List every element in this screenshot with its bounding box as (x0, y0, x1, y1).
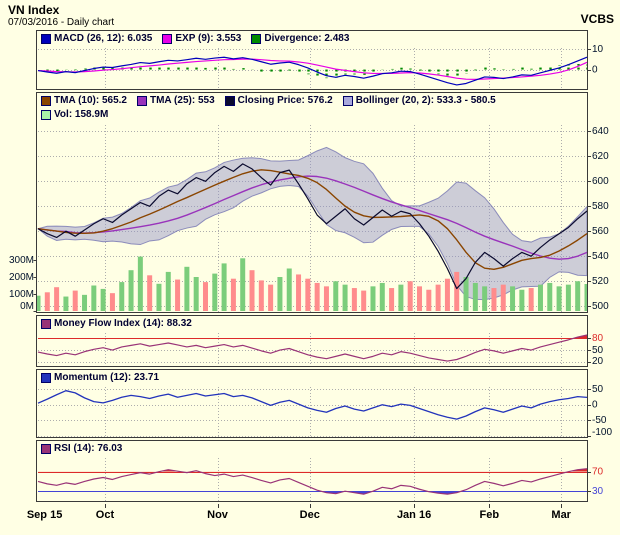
momentum-swatch-icon (41, 372, 51, 383)
legend-label: Momentum (12): 23.71 (54, 372, 160, 383)
x-axis-tick (218, 504, 219, 508)
rsi-plot-canvas (0, 440, 620, 502)
x-axis-tick (489, 504, 490, 508)
x-axis-label: Jan 16 (396, 509, 432, 521)
legend-label: TMA (25): 553 (149, 95, 215, 106)
x-axis-label: Feb (479, 509, 500, 521)
exp-swatch-icon (162, 33, 173, 44)
x-axis-tick (105, 504, 106, 508)
price-legend-row: Vol: 158.9M (41, 108, 108, 121)
legend-item-momentum: Momentum (12): 23.71 (41, 372, 159, 383)
legend-label: TMA (10): 565.2 (54, 95, 127, 106)
legend-item-tma10: TMA (10): 565.2 (41, 95, 127, 106)
price-plot-canvas (0, 92, 620, 313)
price-legend-row: TMA (10): 565.2 TMA (25): 553 Closing Pric… (41, 94, 496, 107)
rsi-panel: RSI (14): 76.03 (0, 440, 620, 502)
legend-label: RSI (14): 76.03 (54, 443, 123, 454)
legend-item-close: Closing Price: 576.2 (224, 95, 333, 106)
macd-legend-row: MACD (26, 12): 6.035 EXP (9): 3.553 Diverg… (41, 32, 349, 45)
mfi-plot-canvas (0, 315, 620, 367)
tma25-swatch-icon (136, 95, 147, 106)
rsi-legend-row: RSI (14): 76.03 (41, 442, 122, 455)
legend-label: Divergence: 2.483 (264, 33, 350, 44)
x-axis-tick (561, 504, 562, 508)
tma10-swatch-icon (41, 95, 51, 106)
mfi-legend-row: Money Flow Index (14): 88.32 (41, 317, 192, 330)
x-axis-tick (310, 504, 311, 508)
mfi-swatch-icon (41, 318, 51, 329)
momentum-panel: Momentum (12): 23.71 (0, 369, 620, 438)
legend-item-exp: EXP (9): 3.553 (162, 33, 241, 44)
brand-logo: VCBS (580, 12, 614, 26)
legend-label: EXP (9): 3.553 (175, 33, 242, 44)
macd-plot-canvas (0, 30, 620, 90)
x-axis: Sep 15 Oct Nov Dec Jan 16 Feb Mar (0, 504, 620, 530)
price-panel: TMA (10): 565.2 TMA (25): 553 Closing Pric… (0, 92, 620, 313)
x-axis-tick (414, 504, 415, 508)
momentum-legend-row: Momentum (12): 23.71 (41, 371, 159, 384)
legend-label: Bollinger (20, 2): 533.3 - 580.5 (355, 95, 496, 106)
chart-subtitle: 07/03/2016 - Daily chart (8, 17, 115, 28)
x-axis-label: Oct (95, 509, 115, 521)
x-axis-label: Dec (299, 509, 320, 521)
legend-item-bollinger: Bollinger (20, 2): 533.3 - 580.5 (342, 95, 496, 106)
legend-label: MACD (26, 12): 6.035 (54, 33, 153, 44)
mfi-panel: Money Flow Index (14): 88.32 (0, 315, 620, 367)
close-swatch-icon (224, 95, 235, 106)
legend-label: Closing Price: 576.2 (237, 95, 333, 106)
vol-swatch-icon (41, 109, 51, 120)
legend-item-mfi: Money Flow Index (14): 88.32 (41, 318, 192, 329)
legend-item-divergence: Divergence: 2.483 (251, 33, 349, 44)
legend-label: Money Flow Index (14): 88.32 (54, 318, 192, 329)
x-axis-label: Sep 15 (26, 509, 63, 521)
legend-item-macd: MACD (26, 12): 6.035 (41, 33, 152, 44)
x-axis-label: Mar (551, 509, 571, 521)
page-title: VN Index (8, 3, 60, 17)
legend-label: Vol: 158.9M (54, 109, 109, 120)
rsi-swatch-icon (41, 443, 51, 454)
legend-item-rsi: RSI (14): 76.03 (41, 443, 122, 454)
macd-swatch-icon (41, 33, 51, 44)
macd-panel: MACD (26, 12): 6.035 EXP (9): 3.553 Diverg… (0, 30, 620, 90)
bollinger-swatch-icon (342, 95, 353, 106)
divergence-swatch-icon (251, 33, 262, 44)
x-axis-label: Nov (207, 509, 228, 521)
legend-item-vol: Vol: 158.9M (41, 109, 108, 120)
momentum-plot-canvas (0, 369, 620, 438)
legend-item-tma25: TMA (25): 553 (136, 95, 215, 106)
